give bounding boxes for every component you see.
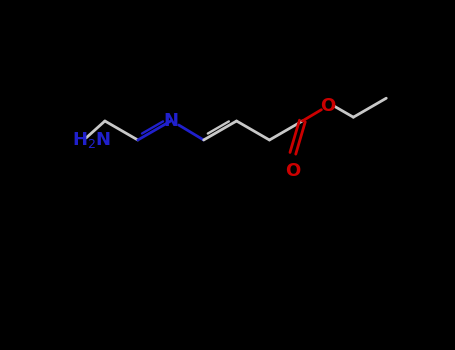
Text: O: O — [320, 97, 335, 115]
Text: H$_2$N: H$_2$N — [72, 130, 111, 150]
Text: N: N — [163, 112, 178, 130]
Text: O: O — [285, 162, 300, 180]
